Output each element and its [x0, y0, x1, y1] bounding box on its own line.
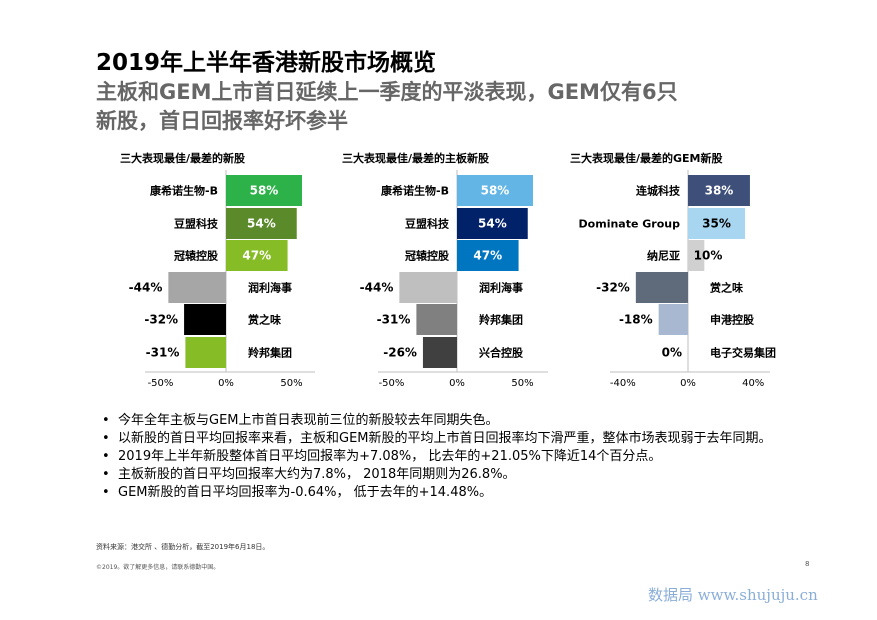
category-label: 康希诺生物-B [381, 184, 449, 198]
bar [422, 337, 457, 368]
category-label: Dominate Group [579, 218, 681, 231]
x-tick-label: 50% [280, 378, 302, 389]
bar [688, 208, 746, 239]
category-label: 电子交易集团 [710, 346, 776, 360]
bar [416, 304, 457, 335]
data-label: -31% [377, 313, 411, 327]
data-label: -18% [619, 313, 653, 327]
data-label: 35% [702, 217, 731, 231]
bar [635, 272, 688, 303]
data-label: -26% [383, 346, 417, 360]
bullet-list: 今年全年主板与GEM上市首日表现前三位的新股较去年同期失色。 以新股的首日平均回… [100, 412, 800, 502]
data-label: -31% [146, 346, 180, 360]
data-label: 58% [250, 184, 279, 198]
bar [688, 175, 750, 206]
category-label: 羚邦集团 [248, 346, 292, 360]
category-label: 冠辕控股 [405, 249, 450, 263]
bar [457, 208, 528, 239]
data-label: 47% [473, 249, 502, 263]
copyright-note: ©2019。欲了解更多信息，请联系德勤中国。 [96, 564, 220, 571]
data-label: 47% [242, 249, 271, 263]
category-label: 兴合控股 [479, 346, 524, 360]
data-label: -32% [596, 281, 630, 295]
source-note: 资料来源：港交所 、德勤分析，截至2019年6月18日。 [96, 543, 270, 551]
category-label: 羚邦集团 [479, 313, 523, 327]
bar [226, 175, 302, 206]
title-line-1: 2019年上半年香港新股市场概览 [96, 50, 437, 76]
category-label: 赏之味 [710, 281, 743, 295]
data-label: 0% [662, 346, 682, 360]
charts-area: 三大表现最佳/最差的新股 -50% 0% 50% 康希诺生物-B 58% 豆盟科技 54% 冠辕… [120, 151, 776, 389]
category-label: 润利海事 [479, 281, 523, 295]
bar [226, 208, 297, 239]
x-tick-label: 0% [218, 378, 234, 389]
bar [226, 240, 288, 271]
category-label: 纳尼亚 [647, 249, 680, 263]
x-tick-label: -40% [610, 378, 636, 389]
chart-top-new-shares: 三大表现最佳/最差的新股 -50% 0% 50% 康希诺生物-B 58% 豆盟科技 54% 冠辕… [120, 151, 776, 389]
x-tick-label: -50% [148, 378, 174, 389]
data-label: -32% [144, 313, 178, 327]
category-label: 连城科技 [636, 184, 681, 198]
bar [457, 240, 519, 271]
bullet-item: 2019年上半年新股整体首日平均回报率为+7.08%， 比去年的+21.05%下… [100, 448, 800, 465]
category-label: 申港控股 [710, 313, 755, 327]
bar [658, 304, 688, 335]
bullet-item: 以新股的首日平均回报率来看，主板和GEM新股的平均上市首日回报率均下滑严重，整体… [100, 430, 800, 447]
data-label: 54% [247, 217, 276, 231]
bullet-item: 今年全年主板与GEM上市首日表现前三位的新股较去年同期失色。 [100, 412, 800, 429]
x-tick-label: 40% [742, 378, 764, 389]
chart-title: 三大表现最佳/最差的主板新股 [342, 151, 490, 165]
x-tick-label: 50% [511, 378, 533, 389]
x-tick-label: -50% [379, 378, 405, 389]
page-title: 2019年上半年香港新股市场概览 主板和GEM上市首日延续上一季度的平淡表现，G… [96, 48, 856, 136]
title-line-2: 主板和GEM上市首日延续上一季度的平淡表现，GEM仅有6只 [96, 80, 678, 104]
data-label: -44% [360, 281, 394, 295]
category-label: 润利海事 [248, 281, 292, 295]
data-label: 58% [481, 184, 510, 198]
x-tick-label: 0% [449, 378, 465, 389]
bar [399, 272, 457, 303]
bullet-item: 主板新股的首日平均回报率大约为7.8%， 2018年同期则为26.8%。 [100, 466, 800, 483]
bar [688, 240, 705, 271]
chart-title: 三大表现最佳/最差的GEM新股 [570, 151, 724, 165]
chart-title: 三大表现最佳/最差的新股 [120, 151, 246, 165]
title-line-3: 新股，首日回报率好坏参半 [96, 109, 348, 133]
x-tick-label: 0% [680, 378, 696, 389]
watermark: 数据局 www.shujuju.cn [648, 586, 818, 604]
bullet-item: GEM新股的首日平均回报率为-0.64%， 低于去年的+14.48%。 [100, 484, 800, 501]
data-label: 38% [705, 184, 734, 198]
data-label: 10% [694, 249, 723, 263]
data-label: 54% [478, 217, 507, 231]
bar [168, 272, 226, 303]
page-number: 8 [805, 560, 810, 568]
category-label: 康希诺生物-B [150, 184, 218, 198]
category-label: 豆盟科技 [174, 217, 219, 231]
data-label: -44% [129, 281, 163, 295]
bar [457, 175, 533, 206]
bar [184, 304, 226, 335]
category-label: 冠辕控股 [174, 249, 219, 263]
category-label: 赏之味 [248, 313, 281, 327]
bar [185, 337, 226, 368]
category-label: 豆盟科技 [405, 217, 450, 231]
